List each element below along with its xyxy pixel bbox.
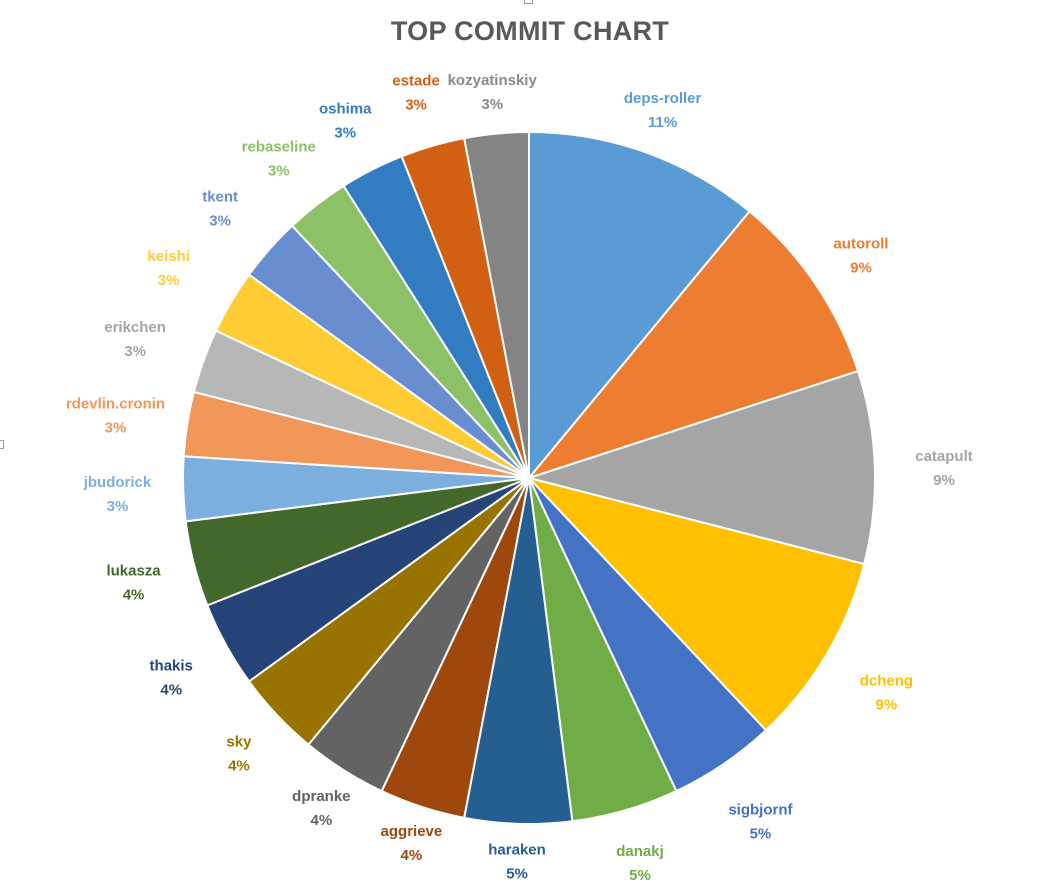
slice-label-percent: 3% bbox=[105, 420, 127, 437]
slice-label-percent: 4% bbox=[123, 587, 145, 604]
slice-label-name: dcheng bbox=[860, 672, 913, 689]
slice-label-percent: 11% bbox=[648, 114, 677, 131]
slice-label-name: estade bbox=[392, 72, 440, 89]
slice-label-name: oshima bbox=[319, 100, 372, 117]
slice-label-name: rdevlin.cronin bbox=[66, 396, 165, 413]
slice-label-name: autoroll bbox=[833, 235, 888, 252]
slice-label-percent: 9% bbox=[933, 472, 955, 489]
slice-label-name: erikchen bbox=[104, 319, 166, 336]
slice-label-percent: 5% bbox=[506, 865, 528, 882]
slice-label-name: dpranke bbox=[292, 788, 350, 805]
slice-label-name: aggrieve bbox=[381, 823, 443, 840]
slice-label-percent: 3% bbox=[124, 343, 146, 360]
slice-label-percent: 4% bbox=[160, 682, 182, 699]
slice-label-name: thakis bbox=[150, 658, 193, 675]
slice-label-percent: 3% bbox=[268, 162, 290, 179]
slice-label-name: keishi bbox=[147, 248, 190, 265]
slice-label-percent: 4% bbox=[311, 812, 333, 829]
chart-title: TOP COMMIT CHART bbox=[390, 16, 670, 46]
slice-label-name: lukasza bbox=[106, 563, 161, 580]
slice-label-percent: 3% bbox=[107, 498, 129, 515]
slice-label-name: rebaseline bbox=[242, 138, 316, 155]
pie-slice-deps-roller[interactable] bbox=[528, 130, 751, 481]
pie-slice-autoroll[interactable] bbox=[526, 209, 860, 481]
slice-label-name: sigbjornf bbox=[728, 802, 793, 819]
slice-label-percent: 5% bbox=[629, 867, 651, 884]
selection-handle-top[interactable] bbox=[524, 0, 533, 4]
slice-label-percent: 3% bbox=[405, 96, 427, 113]
slice-label-name: haraken bbox=[488, 841, 546, 858]
slice-label-percent: 5% bbox=[750, 826, 772, 843]
slice-label-percent: 4% bbox=[228, 757, 250, 774]
pie-labels: deps-roller 11% autoroll 9% catapult 9% dcheng… bbox=[66, 72, 973, 884]
pie-slices bbox=[182, 130, 876, 825]
slice-label-name: deps-roller bbox=[624, 90, 702, 107]
pie-slice-kozyatinskiy[interactable] bbox=[462, 130, 530, 479]
slice-label-name: catapult bbox=[915, 448, 973, 465]
slice-label-percent: 3% bbox=[334, 124, 356, 141]
slice-label-name: kozyatinskiy bbox=[448, 72, 538, 89]
slice-label-percent: 9% bbox=[876, 696, 898, 713]
slice-label-percent: 3% bbox=[481, 96, 503, 113]
pie-slice-dcheng[interactable] bbox=[525, 476, 866, 732]
slice-label-percent: 3% bbox=[158, 272, 180, 289]
slice-label-percent: 4% bbox=[401, 847, 423, 864]
slice-label-name: jbudorick bbox=[83, 474, 152, 491]
slice-label-name: danakj bbox=[616, 843, 664, 860]
slice-label-percent: 9% bbox=[850, 259, 872, 276]
selection-handle-left[interactable] bbox=[0, 440, 4, 449]
slice-label-name: sky bbox=[226, 733, 252, 750]
pie-slice-catapult[interactable] bbox=[525, 369, 876, 566]
slice-label-name: tkent bbox=[202, 189, 238, 206]
slice-label-percent: 3% bbox=[209, 213, 231, 230]
